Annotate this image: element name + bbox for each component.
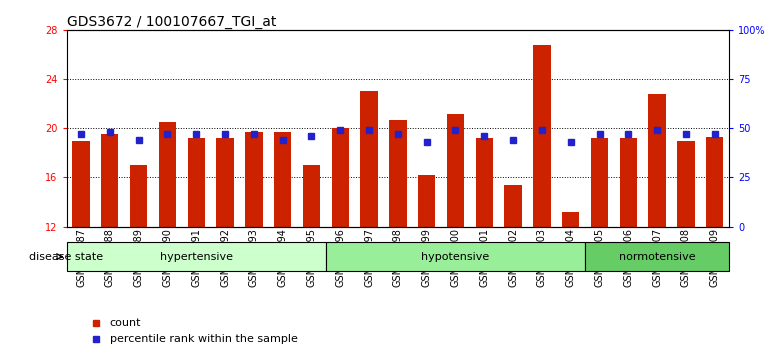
Text: normotensive: normotensive: [619, 252, 695, 262]
Bar: [361, 91, 378, 227]
Bar: [245, 132, 263, 227]
Bar: [562, 212, 579, 227]
Bar: [418, 175, 435, 227]
Bar: [619, 138, 637, 227]
Text: count: count: [110, 318, 141, 328]
Bar: [591, 138, 608, 227]
Bar: [130, 165, 147, 227]
Bar: [159, 122, 176, 227]
Bar: [476, 138, 493, 227]
Bar: [648, 94, 666, 227]
Bar: [326, 242, 585, 271]
Bar: [706, 137, 724, 227]
Bar: [447, 114, 464, 227]
Bar: [216, 138, 234, 227]
Bar: [67, 242, 326, 271]
Text: hypertensive: hypertensive: [160, 252, 233, 262]
Bar: [101, 135, 118, 227]
Bar: [72, 141, 89, 227]
Text: GDS3672 / 100107667_TGI_at: GDS3672 / 100107667_TGI_at: [67, 15, 276, 29]
Text: percentile rank within the sample: percentile rank within the sample: [110, 334, 298, 344]
Bar: [677, 141, 695, 227]
Bar: [504, 185, 521, 227]
Bar: [389, 120, 407, 227]
Bar: [585, 242, 729, 271]
Bar: [332, 128, 349, 227]
Bar: [274, 132, 292, 227]
Text: disease state: disease state: [29, 252, 103, 262]
Bar: [187, 138, 205, 227]
Text: hypotensive: hypotensive: [421, 252, 490, 262]
Bar: [533, 45, 550, 227]
Bar: [303, 165, 320, 227]
